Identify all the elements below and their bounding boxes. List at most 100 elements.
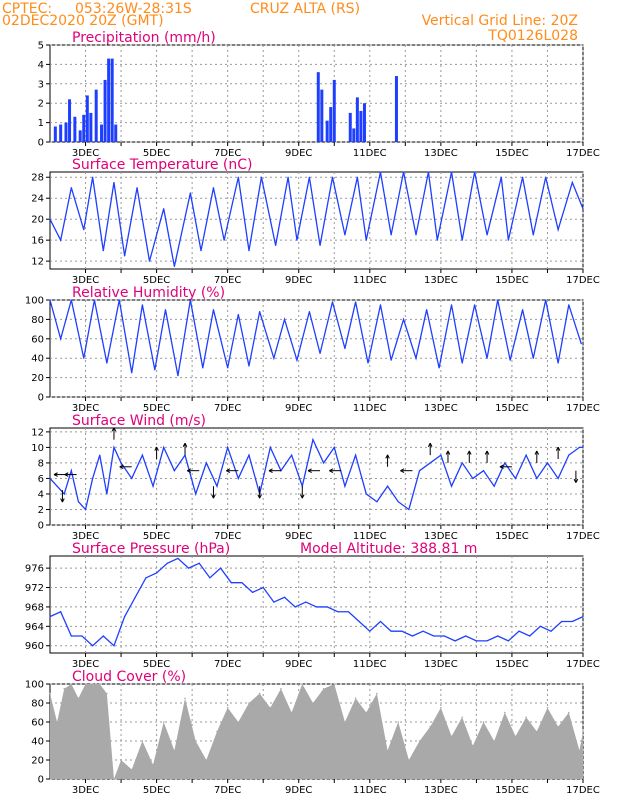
series-point-4-34 bbox=[411, 635, 414, 637]
series-point-2-41 bbox=[532, 357, 534, 359]
cloud-point-48 bbox=[525, 716, 527, 719]
y-tick-1-2: 20 bbox=[31, 215, 44, 226]
series-point-4-1 bbox=[60, 611, 62, 613]
cloud-point-39 bbox=[429, 725, 432, 728]
cloud-point-49 bbox=[536, 730, 538, 733]
series-point-2-35 bbox=[461, 362, 463, 364]
series-point-2-43 bbox=[557, 362, 559, 364]
series-point-3-31 bbox=[344, 485, 346, 487]
y-tick-5-5: 100 bbox=[25, 680, 44, 691]
precip-bar-20 bbox=[348, 112, 352, 142]
series-point-3-28 bbox=[312, 439, 314, 441]
x-tick-0-4: 11DEC bbox=[353, 148, 387, 159]
x-tick-3-0: 3DEC bbox=[72, 531, 99, 542]
header-grid-note: Vertical Grid Line: 20Z bbox=[422, 13, 578, 29]
series-point-1-3 bbox=[83, 229, 85, 231]
series-point-4-2 bbox=[70, 635, 72, 637]
cloud-point-50 bbox=[546, 706, 549, 709]
series-point-4-50 bbox=[582, 616, 584, 618]
cloud-point-27 bbox=[301, 683, 304, 685]
series-point-3-0 bbox=[49, 477, 51, 480]
series-point-4-12 bbox=[177, 557, 179, 560]
header-date: 02DEC2020 20Z (GMT) bbox=[2, 13, 164, 29]
x-tick-5-4: 11DEC bbox=[353, 785, 387, 796]
y-tick-4-4: 976 bbox=[25, 564, 44, 575]
wind-arrow-head-24 bbox=[573, 478, 579, 483]
series-point-3-11 bbox=[131, 477, 133, 480]
series-point-3-14 bbox=[163, 446, 165, 448]
series-point-1-17 bbox=[248, 250, 250, 252]
series-point-3-12 bbox=[141, 454, 143, 456]
y-tick-0-3: 3 bbox=[38, 79, 44, 90]
series-point-4-13 bbox=[187, 567, 190, 569]
wind-arrow-head-22 bbox=[534, 450, 540, 455]
x-tick-2-6: 15DEC bbox=[495, 403, 529, 414]
series-point-2-12 bbox=[189, 299, 191, 301]
y-tick-4-1: 964 bbox=[25, 622, 44, 633]
series-point-2-5 bbox=[106, 362, 108, 364]
x-tick-3-5: 13DEC bbox=[424, 531, 458, 542]
series-point-2-4 bbox=[93, 299, 96, 301]
wind-arrow-head-19 bbox=[467, 450, 472, 455]
cloud-point-30 bbox=[333, 683, 336, 685]
x-tick-0-7: 17DEC bbox=[566, 148, 600, 159]
cloud-point-45 bbox=[493, 740, 495, 742]
precip-bar-6 bbox=[82, 114, 86, 142]
precip-bar-14 bbox=[114, 124, 118, 142]
series-point-1-28 bbox=[379, 171, 382, 173]
y-tick-5-4: 80 bbox=[31, 699, 44, 710]
series-point-3-29 bbox=[323, 462, 325, 464]
series-point-4-30 bbox=[369, 630, 371, 632]
series-point-2-9 bbox=[154, 369, 156, 371]
series-point-4-43 bbox=[507, 640, 509, 642]
x-tick-4-3: 9DEC bbox=[285, 659, 312, 670]
series-point-4-31 bbox=[379, 620, 382, 623]
series-point-1-15 bbox=[223, 239, 225, 241]
series-point-2-34 bbox=[450, 304, 453, 306]
cloud-point-9 bbox=[113, 778, 115, 780]
cloud-point-32 bbox=[354, 697, 357, 700]
series-point-4-3 bbox=[81, 635, 83, 637]
x-tick-5-5: 13DEC bbox=[424, 785, 458, 796]
series-point-1-8 bbox=[136, 187, 138, 189]
cloud-point-46 bbox=[504, 711, 506, 714]
model-altitude: Model Altitude: 388.81 m bbox=[300, 541, 477, 557]
series-point-3-18 bbox=[205, 462, 207, 464]
precip-bar-22 bbox=[355, 97, 359, 142]
panel-title-4: Surface Pressure (hPa) bbox=[72, 541, 230, 557]
series-point-1-5 bbox=[102, 250, 104, 252]
cloud-point-8 bbox=[106, 692, 108, 695]
x-tick-3-6: 15DEC bbox=[495, 531, 529, 542]
series-point-4-14 bbox=[198, 562, 200, 564]
x-tick-4-6: 15DEC bbox=[495, 659, 529, 670]
cloud-point-44 bbox=[482, 721, 485, 723]
wind-arrow-head-6 bbox=[182, 442, 188, 447]
precip-bar-24 bbox=[362, 103, 366, 142]
series-point-4-9 bbox=[145, 577, 147, 579]
cloud-point-29 bbox=[322, 687, 325, 690]
cloud-point-35 bbox=[386, 749, 389, 752]
series-point-2-40 bbox=[521, 309, 524, 311]
cloud-point-1 bbox=[56, 721, 58, 723]
series-point-4-25 bbox=[315, 606, 318, 608]
cloud-point-12 bbox=[141, 740, 144, 742]
panel-frame-2 bbox=[49, 299, 584, 398]
wind-arrow-head-9 bbox=[226, 468, 231, 473]
y-tick-0-5: 5 bbox=[38, 41, 44, 52]
precip-bar-2 bbox=[64, 122, 68, 142]
cloud-point-53 bbox=[578, 749, 581, 752]
series-point-4-0 bbox=[49, 616, 51, 618]
series-point-1-10 bbox=[163, 208, 165, 210]
wind-arrow-head-4 bbox=[119, 464, 124, 470]
series-point-2-33 bbox=[438, 367, 440, 369]
y-tick-3-1: 2 bbox=[38, 505, 44, 516]
series-point-4-35 bbox=[422, 630, 424, 632]
y-tick-4-0: 960 bbox=[25, 641, 44, 652]
series-point-4-10 bbox=[156, 572, 158, 574]
series-point-2-25 bbox=[344, 347, 346, 350]
x-tick-0-6: 15DEC bbox=[495, 148, 529, 159]
series-point-4-26 bbox=[326, 606, 328, 608]
y-tick-2-0: 0 bbox=[38, 393, 44, 404]
series-point-3-54 bbox=[582, 446, 584, 448]
cloud-point-41 bbox=[450, 735, 453, 738]
